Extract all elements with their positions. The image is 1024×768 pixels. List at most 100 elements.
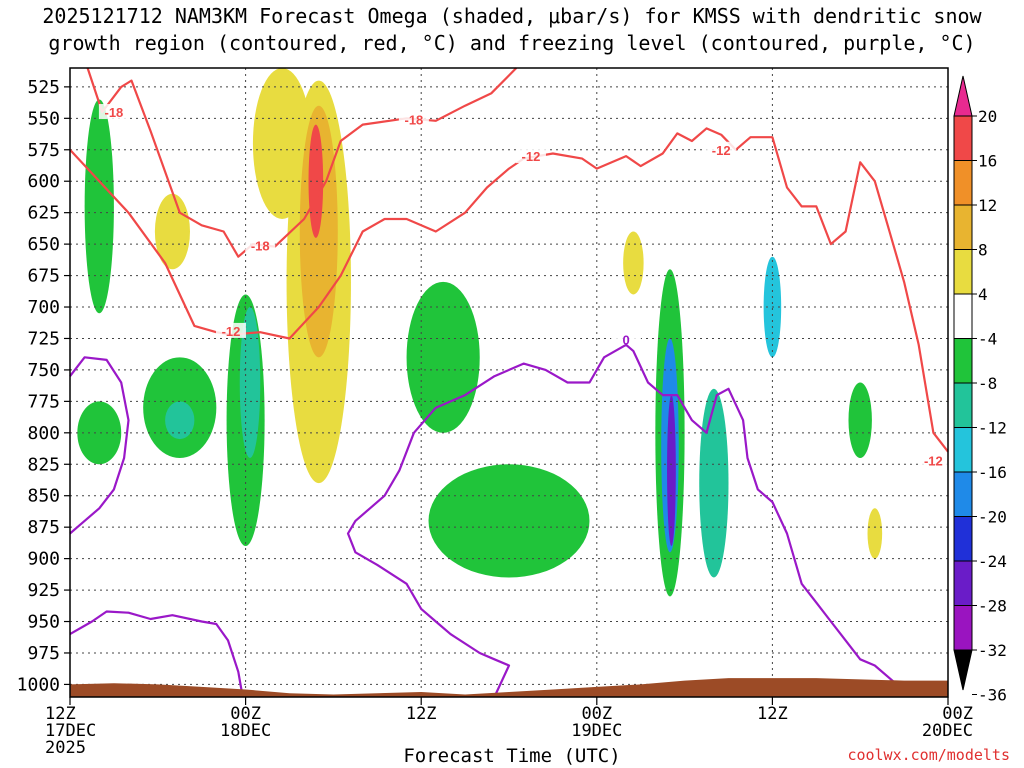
y-tick-label-725: 725 <box>27 328 60 349</box>
omega-cell-20 <box>623 231 644 295</box>
colorbar-top-arrow <box>953 75 973 117</box>
pressure-axis: 525 550 575 600 625 650 675 700 725 750 775 800 825 8… <box>17 77 70 695</box>
y-tick-label-950: 950 <box>27 612 60 633</box>
chart-title-line-2: growth region (contoured, red, °C) and f… <box>48 31 976 55</box>
contour-label-7: 0 <box>622 333 629 348</box>
omega-cell-10 <box>308 124 324 238</box>
contour-label-bg-2 <box>398 111 429 127</box>
colorbar-label-3: 8 <box>978 241 988 260</box>
x-tick-label-0-1: 17DEC <box>45 721 96 741</box>
y-tick-label-675: 675 <box>27 266 60 287</box>
omega-cell-11 <box>406 281 480 433</box>
chart-title-line-1: 2025121712 NAM3KM Forecast Omega (shaded… <box>42 4 982 28</box>
colorbar-label-9: -20 <box>978 508 1007 527</box>
plot-border <box>69 67 949 698</box>
contour-label-4: -12 <box>522 149 541 164</box>
ground-fill <box>70 678 948 697</box>
plot-background <box>70 68 948 697</box>
colorbar-label-13: -36 <box>978 686 1007 705</box>
x-tick-label-0-0: 12Z <box>45 704 76 724</box>
x-tick-label-60-1: 20DEC <box>922 721 973 741</box>
colorbar-swatch-11 <box>953 605 973 651</box>
contour-line-freezing-8 <box>69 610 244 698</box>
x-tick-label-36-1: 19DEC <box>571 721 622 741</box>
colorbar-label-1: 16 <box>978 152 997 171</box>
colorbar-label-0: 20 <box>978 107 997 126</box>
contour-label-bg-5 <box>706 141 737 157</box>
omega-cell-1 <box>77 401 122 465</box>
contour-label-bg-7 <box>611 331 642 347</box>
y-tick-label-1000: 1000 <box>17 674 60 695</box>
contour-label-bg-3 <box>215 322 246 338</box>
colorbar-swatch-1 <box>953 160 973 206</box>
colorbar-label-4: 4 <box>978 285 988 304</box>
contour-label-2: -18 <box>404 113 423 128</box>
omega-cell-15 <box>667 395 676 547</box>
colorbar-swatch-9 <box>953 516 973 562</box>
omega-cell-0 <box>84 99 114 314</box>
colorbar-swatch-7 <box>953 427 973 473</box>
y-tick-label-775: 775 <box>27 391 60 412</box>
colorbar-label-10: -24 <box>978 552 1007 571</box>
colorbar-swatch-3 <box>953 249 973 295</box>
colorbar: 20 16 12 8 4 -4 -8 -12 -16 -20 -24 -28 -32 -36 <box>953 75 1007 705</box>
colorbar-swatch-0 <box>953 115 973 161</box>
omega-cell-6 <box>239 307 261 458</box>
colorbar-label-6: -8 <box>978 374 997 393</box>
y-tick-label-750: 750 <box>27 360 60 381</box>
colorbar-swatch-8 <box>953 471 973 517</box>
y-tick-label-600: 600 <box>27 171 60 192</box>
colorbar-swatch-10 <box>953 560 973 606</box>
x-tick-label-24-0: 12Z <box>406 704 437 724</box>
y-tick-label-625: 625 <box>27 203 60 224</box>
y-tick-label-975: 975 <box>27 643 60 664</box>
colorbar-label-12: -32 <box>978 641 1007 660</box>
colorbar-label-8: -16 <box>978 463 1007 482</box>
contour-label-0: -18 <box>105 105 124 120</box>
y-tick-label-825: 825 <box>27 454 60 475</box>
x-tick-label-0-2: 2025 <box>45 738 86 758</box>
contour-lines: -18 -18 -18 -12 -12 -12 -12 0 <box>69 67 949 698</box>
y-tick-label-850: 850 <box>27 486 60 507</box>
y-tick-label-900: 900 <box>27 549 60 570</box>
omega-cell-12 <box>428 464 590 578</box>
x-tick-label-48-0: 12Z <box>757 704 788 724</box>
plot-frame <box>69 67 949 698</box>
contour-label-1: -18 <box>251 238 270 253</box>
colorbar-swatch-4 <box>953 293 973 339</box>
ground-surface <box>70 678 948 697</box>
y-tick-label-525: 525 <box>27 77 60 98</box>
grid-lines <box>70 68 948 697</box>
omega-cell-16 <box>699 388 729 578</box>
x-axis-title: Forecast Time (UTC) <box>403 745 621 767</box>
colorbar-label-11: -28 <box>978 597 1007 616</box>
colorbar-label-5: -4 <box>978 330 997 349</box>
omega-cell-19 <box>867 508 883 559</box>
contour-label-6: -12 <box>924 453 943 468</box>
y-tick-label-925: 925 <box>27 580 60 601</box>
contour-line-freezing-9 <box>346 343 898 698</box>
y-tick-label-650: 650 <box>27 234 60 255</box>
colorbar-swatch-6 <box>953 382 973 428</box>
colorbar-label-7: -12 <box>978 419 1007 438</box>
x-tick-label-12-1: 18DEC <box>220 721 271 741</box>
contour-line-dendritic-3 <box>69 127 949 453</box>
contour-label-bg-4 <box>515 148 546 164</box>
y-tick-label-575: 575 <box>27 140 60 161</box>
y-tick-label-800: 800 <box>27 423 60 444</box>
contour-label-5: -12 <box>712 143 731 158</box>
contour-label-bg-1 <box>245 237 276 253</box>
y-tick-label-875: 875 <box>27 517 60 538</box>
colorbar-label-2: 12 <box>978 196 997 215</box>
y-tick-label-700: 700 <box>27 297 60 318</box>
contour-label-bg-0 <box>98 104 129 120</box>
contour-line-freezing-7 <box>69 356 130 535</box>
x-tick-label-12-0: 00Z <box>230 704 261 724</box>
y-tick-label-550: 550 <box>27 108 60 129</box>
colorbar-swatch-2 <box>953 204 973 250</box>
x-tick-label-60-0: 00Z <box>942 704 973 724</box>
omega-cell-4 <box>165 401 195 440</box>
credit-link[interactable]: coolwx.com/modelts <box>847 746 1010 764</box>
